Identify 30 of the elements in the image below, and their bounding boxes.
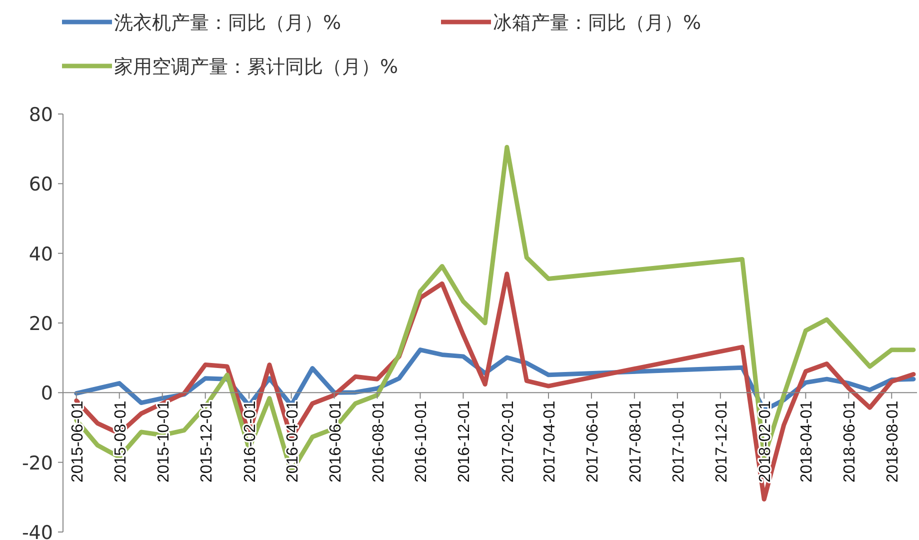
- x-tick-label: 2016-12-01: [456, 400, 474, 483]
- x-tick-label: 2018-04-01: [798, 400, 816, 483]
- x-tick-label: 2017-08-01: [627, 400, 644, 483]
- legend-label: 洗衣机产量：同比（月）%: [114, 12, 342, 34]
- x-tick-label: 2018-02-01: [757, 400, 774, 483]
- x-tick-label: 2017-02-01: [500, 400, 517, 483]
- y-tick-label: -40: [22, 522, 53, 540]
- x-tick-label: 2017-10-01: [670, 400, 688, 483]
- y-tick-label: 80: [28, 104, 53, 126]
- x-tick-label: 2017-12-01: [713, 400, 730, 483]
- x-tick-label: 2015-06-01: [69, 400, 86, 483]
- x-tick-label: 2016-06-01: [327, 400, 344, 483]
- y-tick-label: 0: [40, 382, 53, 405]
- y-tick-label: 20: [28, 313, 53, 335]
- x-tick-label: 2016-10-01: [413, 400, 430, 483]
- x-tick-label: 2018-08-01: [884, 400, 902, 483]
- x-tick-label: 2018-06-01: [842, 400, 859, 483]
- y-tick-label: 40: [28, 243, 53, 266]
- legend-label: 家用空调产量：累计同比（月）%: [114, 56, 398, 78]
- x-tick-label: 2017-06-01: [584, 400, 602, 483]
- y-tick-label: -20: [22, 452, 53, 474]
- legend-label: 冰箱产量：同比（月）%: [493, 12, 702, 34]
- x-tick-label: 2015-10-01: [155, 400, 172, 483]
- x-tick-label: 2015-12-01: [198, 400, 216, 483]
- x-tick-label: 2016-02-01: [242, 400, 260, 483]
- x-tick-label: 2015-08-01: [112, 400, 130, 483]
- x-tick-label: 2016-04-01: [284, 400, 302, 483]
- x-tick-label: 2016-08-01: [370, 400, 388, 483]
- y-tick-label: 60: [28, 174, 53, 196]
- x-tick-label: 2017-04-01: [541, 400, 558, 483]
